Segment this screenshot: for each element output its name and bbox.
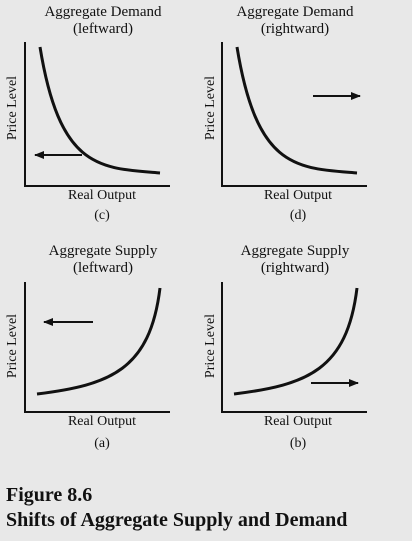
panel-d-title: Aggregate Demand (rightward) <box>200 4 390 38</box>
panel-a-letter: (a) <box>94 436 110 451</box>
panel-b-diagram <box>221 282 367 413</box>
panel-b-supply-curve <box>233 287 359 396</box>
panel-a-supply-curve <box>36 287 162 396</box>
figure-number: Figure 8.6 <box>6 484 93 506</box>
panel-c-xlabel: Real Output <box>67 188 137 203</box>
panel-b-letter: (b) <box>289 436 307 451</box>
panel-c-title-line1: Aggregate Demand <box>44 4 162 20</box>
panel-d-letter: (d) <box>289 208 307 223</box>
panel-c-title-line2: (leftward) <box>73 21 133 37</box>
panel-d-xlabel: Real Output <box>263 188 333 203</box>
panel-b-title-line1: Aggregate Supply <box>240 243 350 259</box>
panel-a-title-line2: (leftward) <box>73 260 133 276</box>
panel-d-axes <box>221 42 367 187</box>
panel-b-title-line2: (rightward) <box>260 260 330 276</box>
panel-c-letter: (c) <box>94 208 110 223</box>
panel-d-title-line1: Aggregate Demand <box>236 4 354 20</box>
panel-a-axes <box>24 282 170 413</box>
panel-d-diagram <box>221 42 367 187</box>
panel-c-demand-curve <box>38 46 161 175</box>
panel-c-axes <box>24 42 170 187</box>
panel-c-title: Aggregate Demand (leftward) <box>8 4 198 38</box>
panel-a-diagram <box>24 282 170 413</box>
panel-b-title: Aggregate Supply (rightward) <box>200 243 390 277</box>
panel-d-title-line2: (rightward) <box>260 21 330 37</box>
figure-caption: Shifts of Aggregate Supply and Demand <box>6 509 348 531</box>
panel-b-axes <box>221 282 367 413</box>
panel-a-xlabel: Real Output <box>67 414 137 429</box>
panel-b-xlabel: Real Output <box>263 414 333 429</box>
panel-d-demand-curve <box>235 46 358 175</box>
panel-a-title: Aggregate Supply (leftward) <box>8 243 198 277</box>
panel-c-diagram <box>24 42 170 187</box>
panel-a-title-line1: Aggregate Supply <box>48 243 158 259</box>
